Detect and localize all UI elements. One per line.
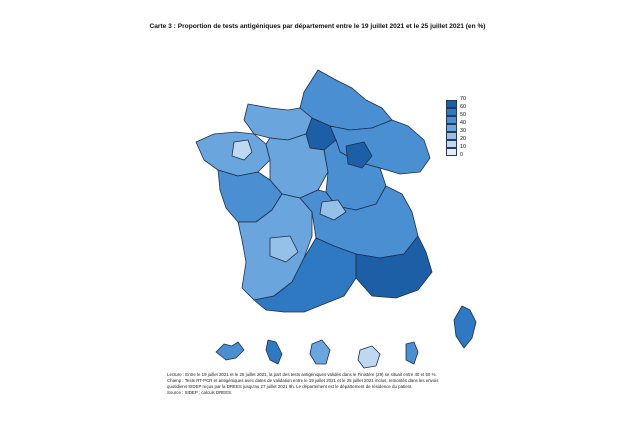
legend-label: 50 — [460, 112, 466, 118]
legend-swatch — [446, 140, 457, 148]
department-dark-east — [345, 141, 373, 169]
note-champ: Champ : Tests RT-PCR et antigéniques ave… — [167, 378, 439, 383]
legend-label: 70 — [460, 96, 466, 102]
legend-swatch — [446, 124, 457, 132]
legend-label: 10 — [460, 144, 466, 150]
region-paca — [355, 235, 433, 299]
map-title: Carte 3 : Proportion de tests antigéniqu… — [149, 23, 486, 30]
mayotte — [405, 341, 419, 365]
martinique — [265, 339, 283, 365]
metropolitan-france — [195, 69, 433, 313]
note-champ-continued: quotidiens SIDEP reçus par la DREES jusq… — [167, 384, 413, 389]
note-source: Source : SIDEP ; calculs DREES. — [167, 390, 233, 395]
legend-swatch — [446, 116, 457, 124]
department-light-center — [319, 199, 347, 221]
corsica — [453, 305, 477, 349]
legend-swatch — [446, 108, 457, 116]
guyane — [309, 339, 331, 365]
guadeloupe — [215, 341, 245, 361]
legend-label: 30 — [460, 128, 466, 134]
notes: Lecture : Entre le 19 juillet 2021 et le… — [167, 372, 487, 396]
legend-label: 40 — [460, 120, 466, 126]
legend-label: 20 — [460, 136, 466, 142]
legend-label: 0 — [460, 152, 463, 158]
department-light-southwest — [269, 235, 299, 263]
department-light-west — [231, 139, 253, 161]
legend-swatch — [446, 100, 457, 108]
legend-swatch — [446, 132, 457, 140]
legend-label: 60 — [460, 104, 466, 110]
legend-swatch — [446, 148, 457, 156]
note-lecture: Lecture : Entre le 19 juillet 2021 et le… — [167, 372, 437, 377]
la-reunion — [357, 345, 381, 369]
